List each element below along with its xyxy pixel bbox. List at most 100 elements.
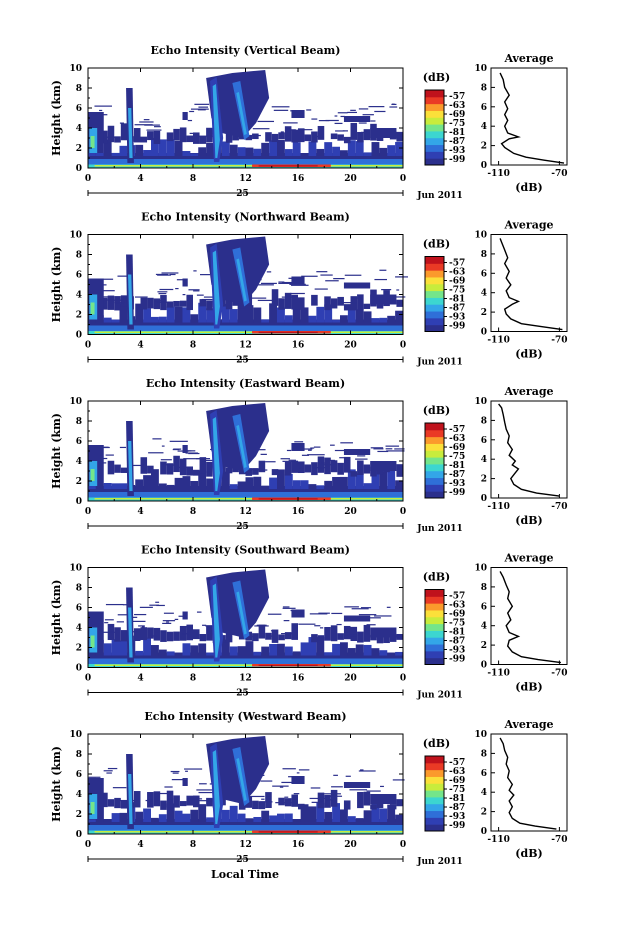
colorbar-tick-label: -57 — [449, 592, 465, 602]
x-tick-label: 20 — [344, 507, 357, 517]
x-tick-label: 20 — [344, 674, 357, 684]
average-x-tick-label: -70 — [551, 669, 567, 679]
y-tick-label: 8 — [76, 750, 82, 760]
y-axis-label: Height (km) — [50, 413, 63, 489]
day-label: 25 — [236, 356, 249, 366]
panel-4: Echo Intensity (Southward Beam) 0 2 4 6 8 10 He… — [50, 544, 568, 701]
date-label: Jun 2011 — [416, 691, 463, 701]
average-y-tick-label: 6 — [481, 769, 487, 779]
colorbar-tick-label: -87 — [449, 637, 465, 647]
x-tick-label: 0 — [400, 507, 406, 517]
colorbar-swatch — [425, 637, 444, 645]
x-tick-label: 12 — [239, 174, 252, 184]
colorbar-tick-label: -75 — [449, 785, 465, 795]
chart-title: Echo Intensity (Northward Beam) — [141, 211, 350, 224]
heatmap-field — [88, 70, 403, 168]
colorbar-unit: (dB) — [423, 238, 450, 251]
colorbar-swatch — [425, 263, 444, 271]
average-title: Average — [503, 552, 553, 565]
average-y-tick-label: 2 — [481, 308, 487, 318]
y-tick-label: 10 — [69, 730, 82, 740]
colorbar-tick-label: -75 — [449, 452, 465, 462]
colorbar-swatch — [425, 810, 444, 818]
colorbar-swatch — [425, 311, 444, 319]
colorbar-swatch — [425, 657, 444, 665]
y-tick-label: 2 — [76, 477, 82, 487]
y-tick-label: 0 — [76, 497, 82, 507]
y-tick-label: 8 — [76, 584, 82, 594]
x-tick-label: 16 — [292, 507, 305, 517]
x-tick-label: 4 — [137, 174, 143, 184]
colorbar-tick-label: -93 — [449, 146, 465, 156]
average-title: Average — [503, 718, 553, 731]
x-tick-label: 0 — [85, 840, 91, 850]
panel-1: Echo Intensity (Vertical Beam) 0 2 4 6 8 10 Hei… — [50, 44, 568, 201]
colorbar-swatch — [425, 103, 444, 111]
colorbar-tick-label: -99 — [449, 155, 465, 165]
x-tick-label: 12 — [239, 341, 252, 351]
heatmap-field — [88, 736, 405, 834]
colorbar-frame — [424, 589, 445, 665]
colorbar-swatch — [425, 603, 444, 611]
colorbar-tick-label: -57 — [449, 259, 465, 269]
x-tick-label: 8 — [190, 174, 196, 184]
average-x-tick-label: -70 — [551, 502, 567, 512]
colorbar-swatch — [425, 491, 444, 499]
x-tick-label: 4 — [137, 341, 143, 351]
colorbar-tick-label: -93 — [449, 646, 465, 656]
colorbar-swatch — [425, 450, 444, 458]
colorbar-tick-label: -81 — [449, 628, 465, 638]
colorbar-swatch — [425, 589, 444, 597]
colorbar-swatch — [425, 110, 444, 118]
average-y-tick-label: 0 — [481, 328, 487, 338]
average-x-tick-label: -110 — [487, 835, 510, 845]
day-label: 25 — [236, 522, 249, 532]
x-axis-label: Local Time — [211, 868, 279, 881]
day-label: 25 — [236, 189, 249, 199]
colorbar-swatch — [425, 457, 444, 465]
colorbar-swatch — [425, 803, 444, 812]
colorbar-swatch — [425, 762, 444, 771]
colorbar-tick-label: -87 — [449, 803, 465, 813]
colorbar-tick-label: -69 — [449, 277, 465, 287]
colorbar-swatch — [425, 117, 444, 125]
colorbar-tick-label: -81 — [449, 295, 465, 305]
colorbar-swatch — [425, 290, 444, 298]
date-label: Jun 2011 — [416, 857, 463, 867]
average-y-tick-label: 10 — [474, 64, 487, 74]
average-y-tick-label: 0 — [481, 161, 487, 171]
colorbar-swatch — [425, 324, 444, 332]
x-tick-label: 20 — [344, 341, 357, 351]
colorbar-swatch — [425, 817, 444, 825]
y-tick-label: 10 — [69, 564, 82, 574]
colorbar-swatch — [425, 276, 444, 285]
colorbar-tick-label: -69 — [449, 610, 465, 620]
average-y-tick-label: 10 — [474, 397, 487, 407]
colorbar-swatch — [425, 824, 444, 832]
average-title: Average — [503, 52, 553, 65]
average-frame — [490, 733, 568, 832]
panel-2: Echo Intensity (Northward Beam) 0 2 4 6 8 10 He… — [50, 211, 568, 368]
y-tick-label: 2 — [76, 311, 82, 321]
average-y-tick-label: 4 — [481, 455, 487, 465]
average-title: Average — [503, 385, 553, 398]
colorbar-swatch — [425, 436, 444, 444]
colorbar-swatch — [425, 616, 444, 625]
colorbar-swatch — [425, 130, 444, 139]
y-tick-label: 6 — [76, 437, 82, 447]
average-y-tick-label: 6 — [481, 103, 487, 113]
x-tick-label: 0 — [400, 174, 406, 184]
average-profile-line — [499, 737, 557, 830]
colorbar-tick-label: -63 — [449, 434, 465, 444]
x-tick-label: 16 — [292, 341, 305, 351]
average-frame — [490, 234, 568, 332]
colorbar-swatch — [425, 470, 444, 479]
day-label: 25 — [236, 855, 249, 865]
colorbar-tick-label: -99 — [449, 488, 465, 498]
heatmap-field — [88, 403, 405, 501]
date-label: Jun 2011 — [416, 358, 463, 368]
colorbar-swatch — [425, 137, 444, 146]
colorbar-swatch — [425, 443, 444, 451]
x-tick-label: 0 — [85, 507, 91, 517]
